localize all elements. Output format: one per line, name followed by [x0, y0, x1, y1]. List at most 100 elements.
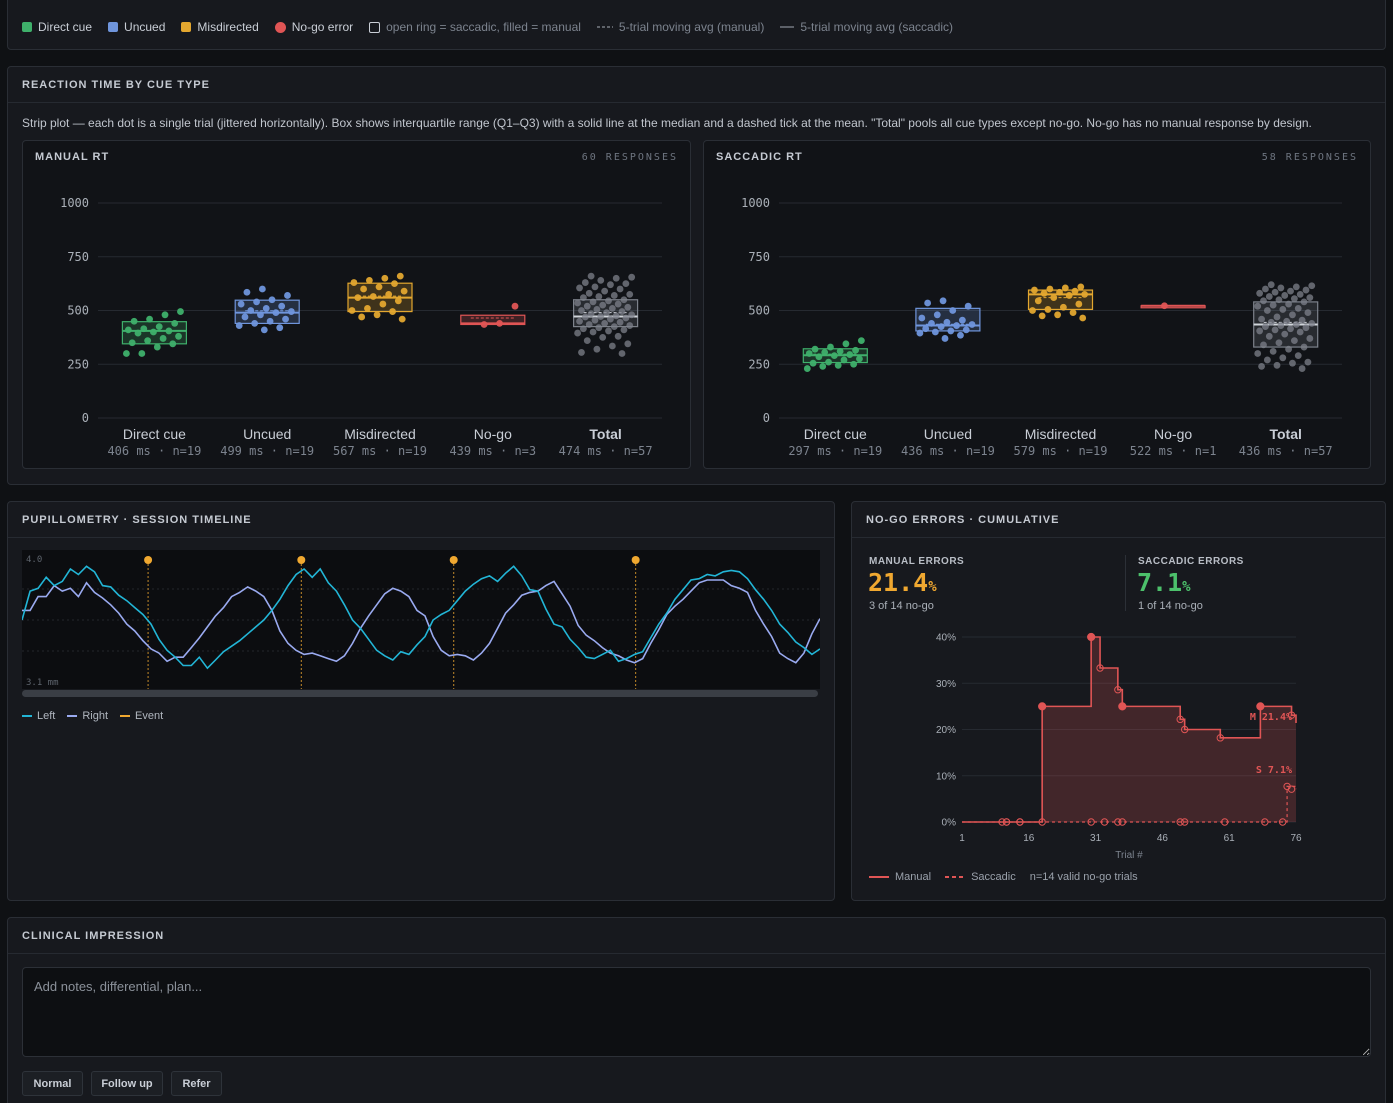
legend-label: Saccadic: [971, 871, 1016, 883]
refer-button[interactable]: Refer: [171, 1071, 222, 1096]
trial-dot: [165, 327, 173, 335]
trial-dot: [1281, 330, 1289, 338]
trial-dot: [1262, 285, 1269, 293]
y-tick-label: 500: [67, 304, 89, 318]
divider: [8, 102, 1385, 103]
trial-dot: [159, 335, 167, 342]
trial-dot: [1271, 288, 1279, 296]
trial-dot: [175, 332, 182, 340]
trial-dot: [603, 309, 610, 317]
trial-dot: [620, 326, 628, 334]
y-tick-label: 40%: [936, 633, 956, 644]
trial-dot: [1256, 289, 1264, 297]
legend-label: 5-trial moving avg (manual): [618, 20, 765, 34]
trial-dot: [1273, 313, 1281, 321]
timeline-scrollbar[interactable]: [22, 690, 818, 697]
trial-dot: [595, 293, 603, 300]
trial-dot: [1256, 327, 1264, 335]
trial-dot: [364, 304, 371, 312]
trial-dot: [607, 315, 614, 323]
trial-dot: [587, 310, 595, 318]
category-summary: 579 ms · n=19: [1014, 444, 1108, 458]
trial-dot: [574, 329, 581, 337]
trial-dot: [1275, 296, 1283, 304]
legend-label: open ring = saccadic, filled = manual: [386, 20, 581, 34]
trial-dot: [1267, 281, 1275, 289]
trial-dot: [1290, 337, 1298, 344]
stat-unit: %: [1182, 579, 1191, 595]
trial-dot: [1273, 361, 1281, 369]
category-label: No-go: [1154, 426, 1192, 442]
trial-dot: [821, 349, 829, 356]
legend-label: Misdirected: [197, 20, 259, 34]
trial-dot: [282, 315, 289, 323]
trial-dot: [373, 311, 381, 319]
trial-dot: [581, 313, 589, 321]
trial-dot: [379, 300, 387, 308]
trial-dot: [124, 326, 132, 334]
trial-dot: [624, 340, 632, 348]
trial-dot: [1287, 325, 1294, 333]
category-summary: 474 ms · n=57: [559, 444, 653, 458]
y-tick-label: 750: [748, 250, 770, 264]
trial-dot: [583, 302, 591, 310]
trial-dot: [1304, 309, 1312, 317]
trial-dot: [1040, 289, 1048, 297]
nogo-legend: Manual Saccadic n=14 valid no-go trials: [869, 871, 1138, 883]
trial-dot: [587, 272, 595, 280]
trial-dot: [1290, 295, 1298, 303]
clinical-notes-input[interactable]: [22, 967, 1371, 1057]
saccadic-end-label: S 7.1%: [1256, 765, 1292, 776]
response-count: 60 RESPONSES: [581, 152, 678, 163]
trial-dot: [591, 316, 599, 324]
trial-dot: [809, 359, 817, 367]
trial-dot: [389, 308, 396, 315]
trial-dot: [827, 343, 834, 351]
trial-dot: [140, 325, 148, 333]
category-summary: 499 ms · n=19: [220, 444, 314, 458]
right-line-icon: [67, 715, 78, 717]
trial-dot: [591, 283, 599, 291]
legend-note: n=14 valid no-go trials: [1029, 871, 1138, 883]
trial-dot: [943, 318, 951, 326]
trial-dot: [628, 273, 636, 281]
trial-dot: [1267, 318, 1275, 326]
y-tick-label: 750: [67, 250, 89, 264]
category-label: Direct cue: [804, 426, 867, 442]
trial-dot: [819, 363, 827, 370]
trial-dot: [1271, 326, 1279, 334]
saccadic-marker: [1038, 818, 1046, 826]
trial-dot: [369, 293, 377, 300]
trial-dot: [134, 329, 142, 337]
trial-dot: [391, 280, 398, 288]
rt-description: Strip plot — each dot is a single trial …: [22, 116, 1312, 130]
y-min-label: 3.1 mm: [26, 678, 59, 688]
normal-button[interactable]: Normal: [22, 1071, 83, 1096]
trial-dot: [268, 296, 276, 304]
trial-dot: [607, 281, 614, 289]
trial-dot: [1262, 323, 1269, 331]
trial-dot: [840, 356, 848, 364]
trial-dot: [1050, 294, 1058, 301]
x-tick-label: 46: [1157, 833, 1169, 844]
trial-dot: [130, 317, 138, 325]
follow-up-button[interactable]: Follow up: [91, 1071, 163, 1096]
trial-dot: [1296, 328, 1304, 336]
trial-dot: [155, 323, 163, 331]
trial-dot: [957, 331, 964, 339]
trial-dot: [805, 350, 813, 357]
trial-dot: [842, 340, 850, 348]
trial-dot: [857, 337, 865, 344]
legend-label: Right: [82, 710, 109, 722]
trial-dot: [581, 279, 589, 286]
trial-dot: [253, 298, 260, 306]
trial-dot: [601, 320, 609, 327]
trial-dot: [1277, 284, 1285, 292]
trial-dot: [589, 298, 597, 306]
trial-dot: [1054, 311, 1062, 319]
panel-title: PUPILLOMETRY · SESSION TIMELINE: [22, 514, 252, 526]
trial-dot: [1294, 304, 1302, 312]
chart-legend: Direct cue Uncued Misdirected No-go erro…: [22, 20, 969, 34]
trial-dot: [612, 274, 620, 282]
trial-dot: [138, 350, 146, 357]
